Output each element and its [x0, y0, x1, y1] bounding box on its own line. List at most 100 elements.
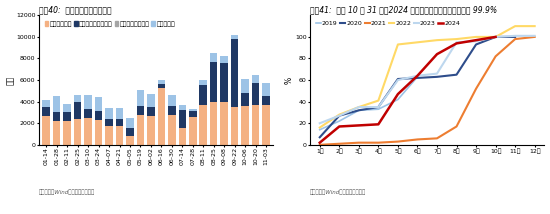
Line: 2022: 2022 [320, 26, 535, 128]
Bar [105, 126, 113, 145]
Line: 2020: 2020 [320, 37, 515, 137]
2019 [316, 128, 323, 131]
Bar [168, 95, 175, 106]
Bar [262, 96, 270, 105]
2020 [473, 43, 480, 46]
Bar [158, 80, 165, 84]
Text: 图表40:  近半月利率债发行情况: 图表40: 近半月利率债发行情况 [39, 6, 112, 15]
Bar [231, 39, 238, 107]
2023 [531, 34, 538, 37]
Bar [105, 108, 113, 119]
2023 [375, 106, 382, 108]
2020 [355, 109, 362, 111]
2023 [394, 79, 401, 81]
Legend: 2019, 2020, 2021, 2022, 2023, 2024: 2019, 2020, 2021, 2022, 2023, 2024 [313, 18, 463, 29]
2021 [531, 36, 538, 38]
2022 [375, 99, 382, 102]
Bar [158, 84, 165, 88]
Bar [200, 105, 207, 145]
Bar [84, 118, 92, 145]
2022 [414, 41, 421, 44]
Bar [179, 105, 186, 110]
Bar [42, 100, 50, 107]
Bar [158, 88, 165, 145]
2021 [473, 88, 480, 90]
2023 [492, 36, 499, 38]
2023 [434, 72, 441, 75]
2024 [473, 39, 480, 42]
Bar [53, 121, 60, 145]
Bar [116, 119, 123, 126]
2023 [453, 41, 460, 44]
2020 [434, 76, 441, 78]
2020 [453, 73, 460, 76]
2023 [336, 114, 343, 117]
Bar [168, 106, 175, 115]
Bar [63, 104, 71, 112]
Bar [189, 111, 196, 117]
2021 [375, 141, 382, 144]
Bar [179, 128, 186, 145]
2024 [375, 123, 382, 126]
2021 [355, 141, 362, 144]
2019 [336, 120, 343, 122]
2024 [355, 124, 362, 127]
Bar [241, 93, 249, 106]
2024 [336, 125, 343, 128]
Y-axis label: %: % [284, 77, 294, 84]
2022 [531, 25, 538, 27]
2021 [492, 55, 499, 58]
2024 [453, 42, 460, 45]
Bar [147, 94, 155, 107]
Bar [262, 83, 270, 96]
Bar [63, 112, 71, 121]
Bar [221, 56, 228, 63]
Bar [74, 95, 81, 102]
Bar [126, 118, 134, 128]
Bar [179, 110, 186, 128]
2020 [512, 36, 519, 38]
2024 [434, 53, 441, 55]
Bar [189, 109, 196, 111]
Bar [189, 117, 196, 145]
2021 [512, 38, 519, 40]
Bar [63, 121, 71, 145]
2019 [414, 76, 421, 78]
Bar [241, 79, 249, 93]
Bar [137, 90, 144, 106]
Bar [126, 128, 134, 136]
Line: 2019: 2019 [320, 77, 417, 130]
2023 [316, 122, 323, 125]
2021 [434, 137, 441, 140]
2022 [492, 36, 499, 38]
2021 [453, 125, 460, 128]
2024 [316, 141, 323, 144]
Bar [210, 102, 217, 145]
2020 [414, 77, 421, 79]
Bar [95, 111, 102, 120]
Bar [53, 96, 60, 112]
2022 [394, 43, 401, 46]
2022 [473, 36, 480, 38]
Bar [74, 119, 81, 145]
Bar [252, 83, 260, 105]
Bar [116, 108, 123, 119]
2022 [512, 25, 519, 27]
2022 [355, 106, 362, 108]
Bar [116, 126, 123, 145]
2021 [316, 144, 323, 146]
Bar [210, 62, 217, 102]
2020 [492, 36, 499, 38]
2024 [492, 36, 499, 38]
Text: 资料来源：Wind，国盛证券研究所: 资料来源：Wind，国盛证券研究所 [310, 189, 366, 195]
Bar [42, 107, 50, 116]
Bar [231, 35, 238, 39]
Bar [95, 97, 102, 111]
Line: 2023: 2023 [320, 36, 535, 123]
2024 [394, 93, 401, 95]
Line: 2021: 2021 [320, 37, 535, 145]
Bar [53, 112, 60, 121]
Bar [147, 107, 155, 116]
2020 [375, 106, 382, 108]
Bar [252, 75, 260, 83]
